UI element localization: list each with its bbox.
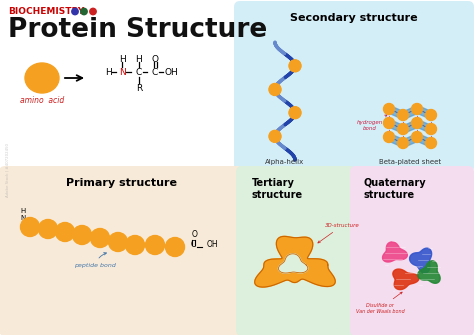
Text: R: R [136, 83, 142, 92]
Circle shape [126, 236, 145, 255]
Circle shape [72, 8, 78, 15]
Text: Protein Structure: Protein Structure [8, 17, 267, 43]
Text: Secondary structure: Secondary structure [290, 13, 418, 23]
Text: C: C [191, 240, 196, 249]
Polygon shape [410, 248, 432, 273]
Ellipse shape [25, 63, 59, 93]
Text: BIOCHEMISTRY: BIOCHEMISTRY [8, 7, 84, 16]
Circle shape [91, 228, 109, 248]
Circle shape [165, 238, 184, 257]
Circle shape [383, 104, 394, 115]
Text: Primary structure: Primary structure [65, 178, 176, 188]
Circle shape [398, 110, 409, 121]
Text: Disulfide or
Van der Waals bond: Disulfide or Van der Waals bond [356, 292, 404, 314]
Circle shape [411, 132, 422, 142]
Polygon shape [278, 254, 308, 273]
Circle shape [269, 83, 281, 95]
FancyBboxPatch shape [350, 166, 474, 335]
FancyBboxPatch shape [236, 166, 356, 335]
Circle shape [55, 222, 74, 242]
Circle shape [20, 217, 39, 237]
Text: O: O [192, 230, 198, 239]
Circle shape [146, 236, 164, 255]
Text: H: H [105, 67, 111, 76]
Circle shape [269, 130, 281, 142]
Text: H: H [20, 208, 26, 214]
Text: OH: OH [207, 240, 219, 249]
Circle shape [269, 83, 281, 95]
Circle shape [398, 137, 409, 148]
Circle shape [426, 110, 437, 121]
Text: N: N [118, 67, 126, 76]
Circle shape [109, 232, 128, 252]
Polygon shape [418, 261, 440, 283]
Circle shape [383, 132, 394, 142]
Circle shape [289, 60, 301, 72]
Text: Adobe Stock | #407202450: Adobe Stock | #407202450 [5, 143, 9, 197]
Text: Alpha-helix: Alpha-helix [265, 159, 305, 165]
Circle shape [289, 107, 301, 119]
Circle shape [411, 118, 422, 129]
Circle shape [269, 130, 281, 142]
Circle shape [426, 137, 437, 148]
Text: O: O [152, 55, 158, 64]
Text: peptide bond: peptide bond [74, 253, 116, 268]
Circle shape [398, 124, 409, 134]
Circle shape [426, 124, 437, 134]
Text: H: H [136, 55, 142, 64]
Circle shape [81, 8, 87, 15]
Text: OH: OH [164, 67, 178, 76]
Text: C: C [136, 67, 142, 76]
Circle shape [289, 107, 301, 119]
Text: 3D-structure: 3D-structure [318, 223, 360, 243]
FancyBboxPatch shape [0, 166, 243, 335]
Text: Tertiary
structure: Tertiary structure [252, 178, 303, 200]
Circle shape [289, 60, 301, 72]
Circle shape [411, 104, 422, 115]
Text: hydrogen
bond: hydrogen bond [357, 115, 387, 131]
Text: N: N [20, 215, 26, 221]
Circle shape [90, 8, 96, 15]
Text: amino  acid: amino acid [20, 96, 64, 105]
Polygon shape [383, 242, 407, 262]
Text: Quaternary
structure: Quaternary structure [364, 178, 427, 200]
Circle shape [73, 225, 91, 245]
Circle shape [383, 118, 394, 129]
Text: C: C [152, 67, 158, 76]
FancyBboxPatch shape [234, 1, 474, 173]
Circle shape [38, 219, 57, 239]
Polygon shape [255, 237, 335, 287]
Text: Beta-plated sheet: Beta-plated sheet [379, 159, 441, 165]
Polygon shape [393, 269, 419, 289]
Text: H: H [118, 55, 126, 64]
